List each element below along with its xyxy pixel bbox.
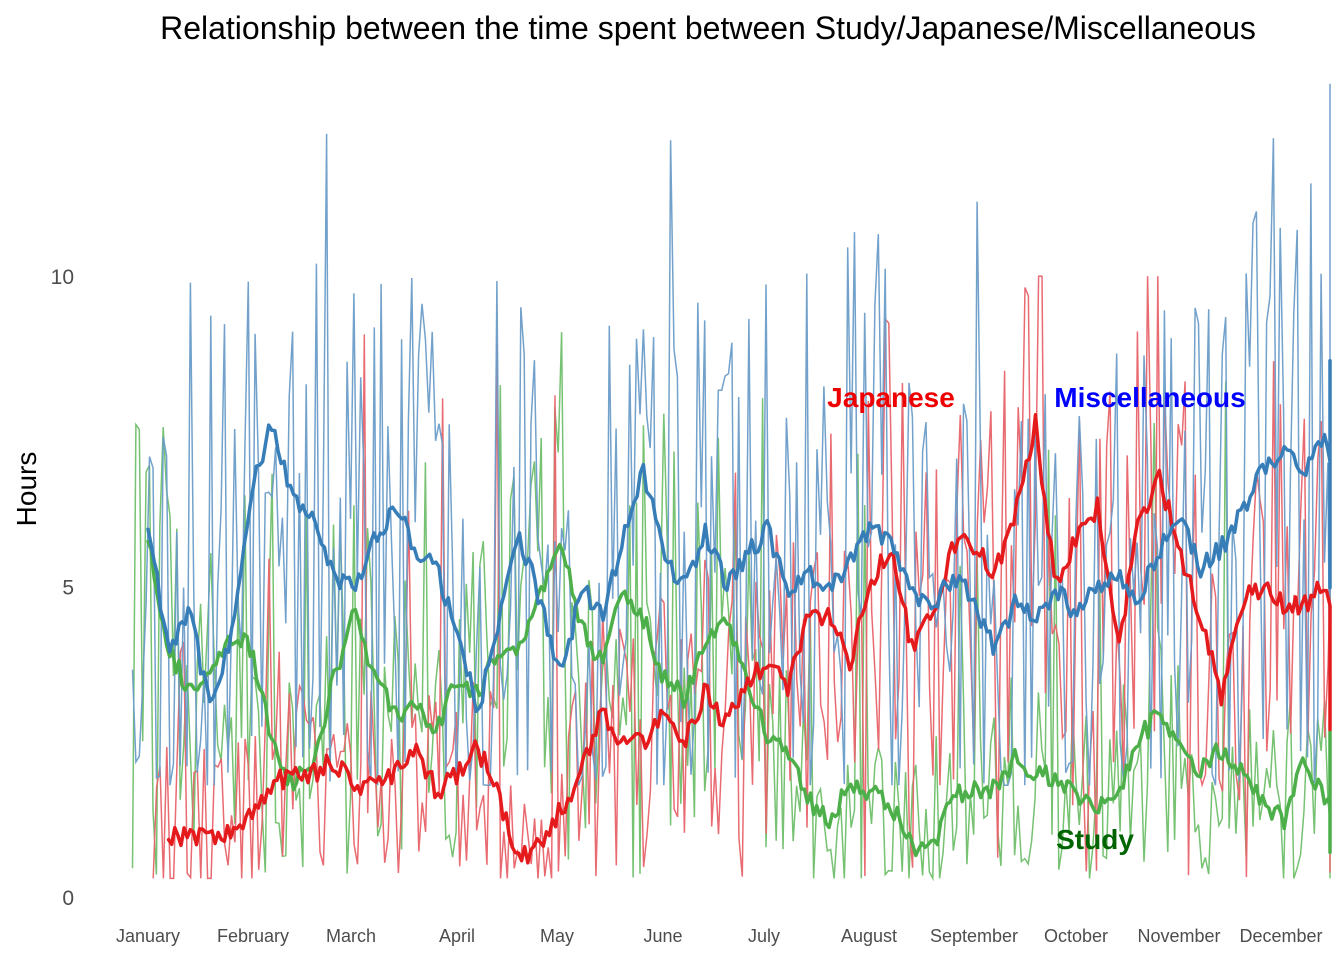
x-axis: January February March April May June July Augu… — [116, 926, 1323, 946]
series-label-japanese: Japanese — [827, 382, 955, 413]
smooth-line-study — [146, 539, 1332, 858]
x-tick-label: February — [217, 926, 289, 946]
y-axis-label: Hours — [11, 452, 42, 527]
smooth-line-miscellaneous — [146, 358, 1332, 714]
x-tick-label: December — [1239, 926, 1322, 946]
y-tick-label: 5 — [62, 577, 74, 600]
x-tick-label: August — [841, 926, 897, 946]
series-label-miscellaneous: Miscellaneous — [1054, 382, 1245, 413]
y-tick-label: 0 — [62, 887, 74, 910]
x-tick-label: July — [748, 926, 780, 946]
smooth-series-layer — [146, 358, 1332, 865]
x-tick-label: September — [930, 926, 1018, 946]
series-label-study: Study — [1056, 824, 1134, 855]
smooth-line-japanese — [166, 413, 1332, 865]
x-tick-label: April — [439, 926, 475, 946]
x-tick-label: May — [540, 926, 574, 946]
x-tick-label: January — [116, 926, 180, 946]
x-tick-label: March — [326, 926, 376, 946]
x-tick-label: November — [1137, 926, 1220, 946]
chart-title: Relationship between the time spent betw… — [160, 10, 1256, 46]
series-label-layer: Miscellaneous Japanese Study — [827, 382, 1246, 855]
x-tick-label: October — [1044, 926, 1108, 946]
x-tick-label: June — [643, 926, 682, 946]
y-axis: 0 5 10 — [51, 266, 74, 910]
y-tick-label: 10 — [51, 266, 74, 289]
